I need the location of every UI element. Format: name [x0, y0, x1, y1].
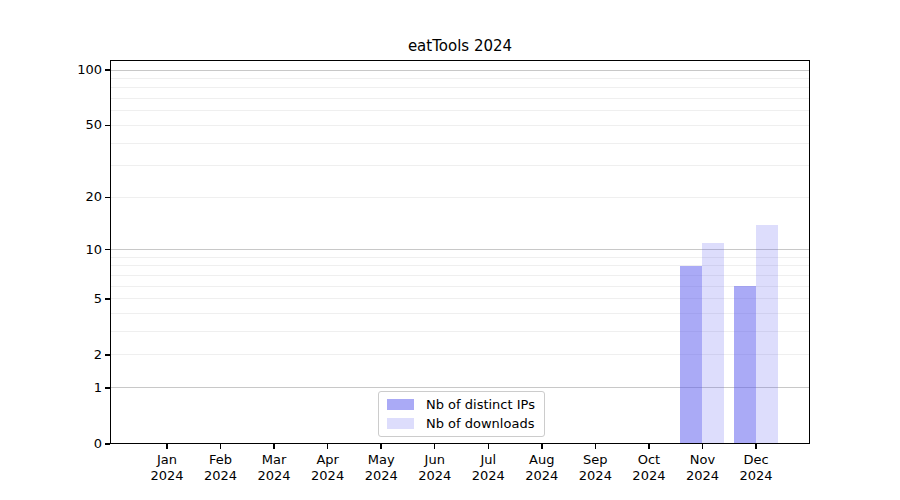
minor-gridline: [110, 143, 810, 144]
y-tick-mark: [105, 443, 110, 445]
y-tick-label: 2: [52, 347, 102, 363]
minor-gridline: [110, 98, 810, 99]
y-tick-mark: [105, 298, 110, 300]
minor-gridline: [110, 125, 810, 126]
minor-gridline: [110, 165, 810, 166]
major-gridline: [110, 70, 810, 71]
legend-swatch: [387, 418, 414, 429]
minor-gridline: [110, 87, 810, 88]
x-tick-mark: [434, 444, 436, 449]
legend-swatch: [387, 399, 414, 410]
y-tick-mark: [105, 249, 110, 251]
y-tick-mark: [105, 125, 110, 127]
y-tick-label: 10: [52, 242, 102, 258]
y-tick-mark: [105, 197, 110, 199]
minor-gridline: [110, 78, 810, 79]
y-tick-mark: [105, 69, 110, 71]
x-tick-mark: [220, 444, 222, 449]
y-tick-label: 50: [52, 117, 102, 133]
bar-nb-of-downloads: [702, 243, 724, 444]
y-tick-label: 20: [52, 189, 102, 205]
chart-figure: eatTools 2024 Nb of distinct IPs Nb of do…: [0, 0, 900, 500]
y-tick-label: 100: [52, 62, 102, 78]
x-tick-mark: [702, 444, 704, 449]
y-tick-label: 0: [52, 436, 102, 452]
plot-area: Nb of distinct IPs Nb of downloads: [110, 60, 810, 444]
x-tick-label: Dec2024: [724, 452, 788, 484]
minor-gridline: [110, 110, 810, 111]
x-tick-mark: [755, 444, 757, 449]
x-tick-mark: [488, 444, 490, 449]
x-tick-mark: [380, 444, 382, 449]
chart-title: eatTools 2024: [110, 37, 810, 55]
x-tick-mark: [648, 444, 650, 449]
x-tick-mark: [327, 444, 329, 449]
legend-item: Nb of downloads: [387, 416, 544, 431]
bar-nb-of-distinct-ips: [680, 266, 702, 444]
bar-nb-of-downloads: [756, 225, 778, 444]
x-tick-mark: [595, 444, 597, 449]
y-tick-mark: [105, 387, 110, 389]
bar-nb-of-distinct-ips: [734, 286, 756, 444]
y-tick-label: 5: [52, 291, 102, 307]
legend-label: Nb of distinct IPs: [426, 397, 535, 412]
x-tick-mark: [273, 444, 275, 449]
x-tick-mark: [166, 444, 168, 449]
y-tick-label: 1: [52, 380, 102, 396]
minor-gridline: [110, 197, 810, 198]
legend: Nb of distinct IPs Nb of downloads: [378, 391, 545, 437]
legend-label: Nb of downloads: [426, 416, 534, 431]
legend-item: Nb of distinct IPs: [387, 397, 544, 412]
y-tick-mark: [105, 354, 110, 356]
x-tick-mark: [541, 444, 543, 449]
